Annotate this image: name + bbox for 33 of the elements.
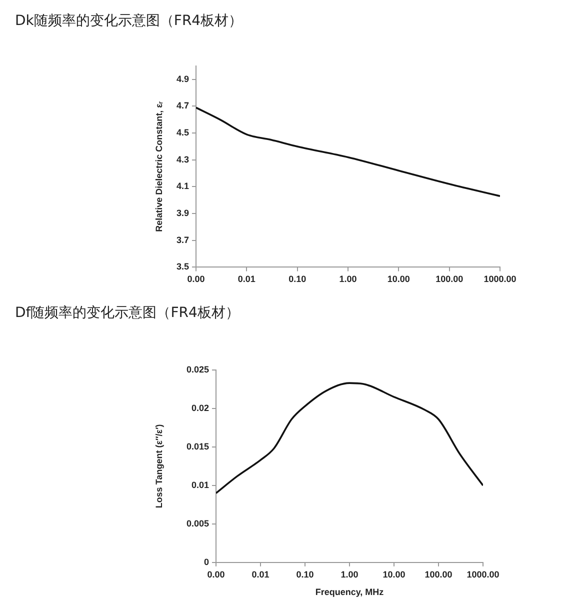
y-tick-label: 0.015 [186,441,209,452]
y-tick-label: 4.9 [176,74,189,84]
chart-title: Df随频率的变化示意图（FR4板材） [14,304,240,323]
x-tick-label: 10.00 [382,569,406,580]
y-axis-title: Relative Dielectric Constant, εᵣ [154,100,164,232]
y-tick-label: 0.025 [186,364,209,374]
x-tick-label: 1.00 [340,569,358,580]
x-tick-label: 1000.00 [484,274,516,284]
x-tick-label: 0.10 [296,569,314,580]
y-tick-label: 0.01 [191,480,209,490]
y-tick-label: 0.005 [186,518,209,528]
x-tick-label: 0.00 [207,569,225,580]
x-tick-label: 0.00 [187,274,205,284]
x-tick-label: 100.00 [436,274,464,284]
chart-title: Dk随频率的变化示意图（FR4板材） [14,12,244,30]
y-tick-label: 4.3 [176,154,189,164]
y-tick-label: 0.02 [191,402,209,413]
y-tick-label: 0 [204,556,209,567]
y-tick-label: 3.7 [176,234,189,245]
x-tick-label: 0.01 [238,274,256,284]
x-tick-label: 100.00 [424,569,452,580]
x-axis-title: Frequency, MHz [315,587,384,598]
y-axis-title: Loss Tangent (ε″/ε′) [154,424,164,508]
y-tick-label: 3.5 [176,262,189,272]
x-tick-label: 0.01 [252,569,270,580]
x-tick-label: 0.10 [288,274,306,284]
y-tick-label: 4.7 [176,100,189,111]
y-tick-label: 4.1 [176,181,189,192]
x-tick-label: 10.00 [387,274,410,284]
x-tick-label: 1.00 [339,274,357,284]
x-tick-label: 1000.00 [466,569,500,580]
y-tick-label: 3.9 [176,208,189,218]
y-tick-label: 4.5 [176,128,189,138]
